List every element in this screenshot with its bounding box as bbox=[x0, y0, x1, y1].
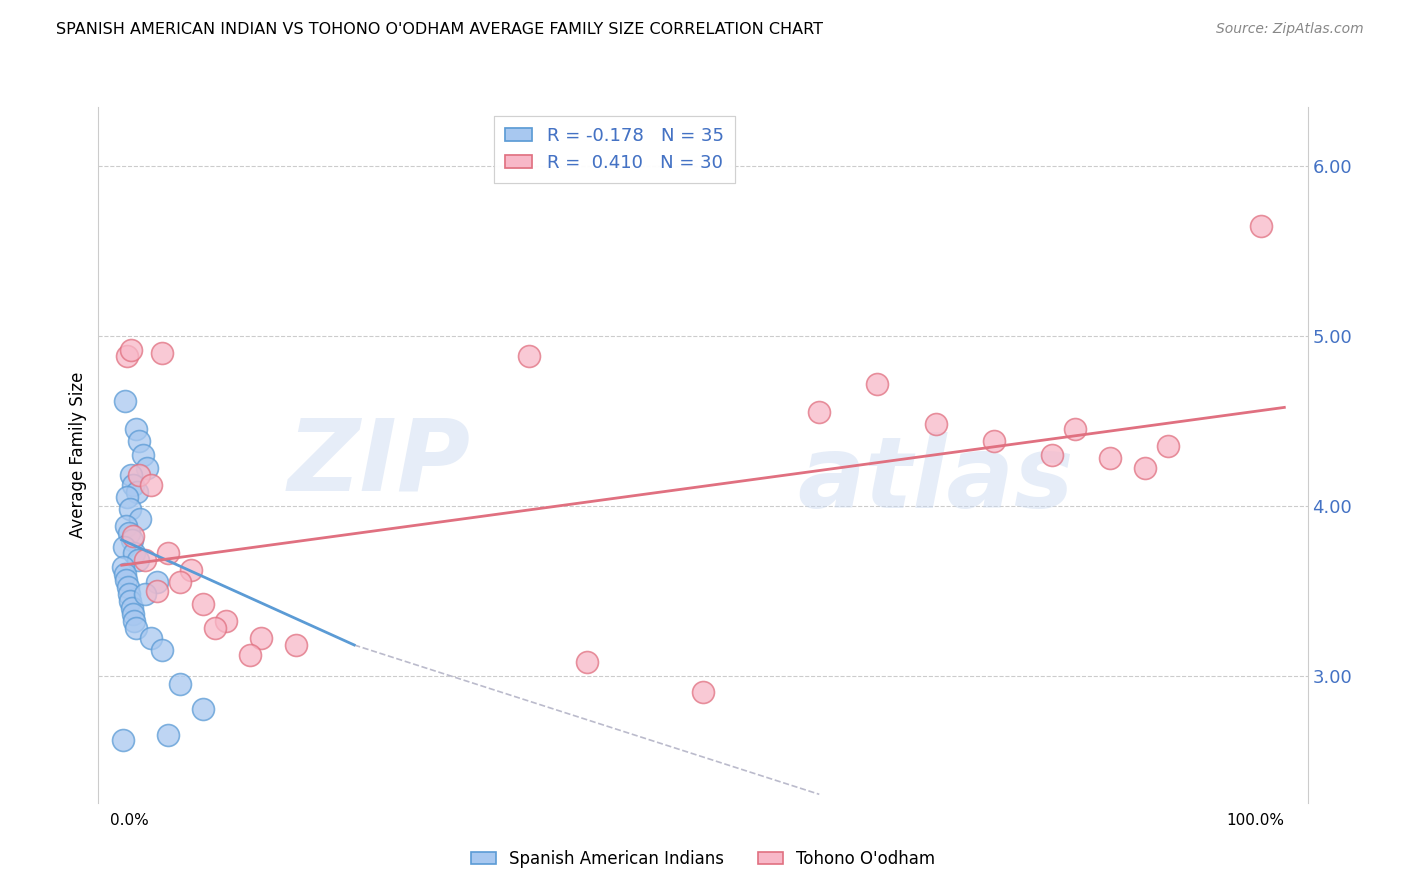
Point bbox=[191, 597, 214, 611]
Point bbox=[111, 733, 134, 747]
Point bbox=[127, 553, 149, 567]
Legend: R = -0.178   N = 35, R =  0.410   N = 30: R = -0.178 N = 35, R = 0.410 N = 30 bbox=[495, 116, 734, 183]
Point bbox=[118, 587, 141, 601]
Point bbox=[134, 587, 156, 601]
Text: atlas: atlas bbox=[797, 432, 1074, 529]
Point bbox=[120, 468, 142, 483]
Point bbox=[1250, 219, 1272, 233]
Point bbox=[114, 574, 136, 588]
Point bbox=[122, 614, 145, 628]
Text: ZIP: ZIP bbox=[287, 415, 471, 512]
Point bbox=[1133, 461, 1156, 475]
Point bbox=[169, 575, 191, 590]
Point bbox=[517, 350, 540, 364]
Point bbox=[239, 648, 262, 662]
Point bbox=[122, 478, 145, 492]
Point bbox=[117, 350, 139, 364]
Point bbox=[139, 478, 162, 492]
Point bbox=[1157, 439, 1180, 453]
Point bbox=[204, 621, 226, 635]
Point bbox=[145, 583, 167, 598]
Point bbox=[125, 621, 148, 635]
Point bbox=[125, 485, 148, 500]
Legend: Spanish American Indians, Tohono O'odham: Spanish American Indians, Tohono O'odham bbox=[464, 844, 942, 875]
Point bbox=[124, 546, 146, 560]
Point bbox=[112, 560, 135, 574]
Point bbox=[1040, 448, 1063, 462]
Point bbox=[1098, 451, 1121, 466]
Point bbox=[122, 529, 145, 543]
Point bbox=[157, 546, 180, 560]
Point bbox=[180, 563, 202, 577]
Point bbox=[112, 540, 135, 554]
Text: 0.0%: 0.0% bbox=[110, 813, 149, 828]
Point bbox=[118, 502, 141, 516]
Point bbox=[191, 702, 214, 716]
Point bbox=[136, 461, 159, 475]
Point bbox=[120, 343, 142, 357]
Point bbox=[808, 405, 831, 419]
Point bbox=[215, 614, 238, 628]
Point bbox=[114, 566, 136, 581]
Point bbox=[115, 519, 138, 533]
Text: 100.0%: 100.0% bbox=[1226, 813, 1284, 828]
Text: Source: ZipAtlas.com: Source: ZipAtlas.com bbox=[1216, 22, 1364, 37]
Point bbox=[129, 512, 152, 526]
Point bbox=[131, 448, 153, 462]
Point bbox=[114, 393, 136, 408]
Point bbox=[1064, 422, 1087, 436]
Point bbox=[117, 491, 139, 505]
Point bbox=[128, 434, 150, 449]
Point bbox=[250, 631, 273, 645]
Point bbox=[117, 580, 139, 594]
Point bbox=[692, 685, 714, 699]
Point bbox=[575, 655, 598, 669]
Point bbox=[124, 422, 146, 436]
Point bbox=[139, 631, 162, 645]
Y-axis label: Average Family Size: Average Family Size bbox=[69, 372, 87, 538]
Point bbox=[145, 575, 167, 590]
Point bbox=[121, 607, 143, 622]
Point bbox=[983, 434, 1005, 449]
Point bbox=[121, 600, 143, 615]
Point bbox=[150, 346, 173, 360]
Point bbox=[924, 417, 946, 432]
Point bbox=[150, 643, 173, 657]
Point bbox=[169, 677, 191, 691]
Point bbox=[128, 468, 150, 483]
Text: SPANISH AMERICAN INDIAN VS TOHONO O'ODHAM AVERAGE FAMILY SIZE CORRELATION CHART: SPANISH AMERICAN INDIAN VS TOHONO O'ODHA… bbox=[56, 22, 824, 37]
Point bbox=[134, 553, 156, 567]
Point bbox=[121, 533, 143, 547]
Point bbox=[285, 638, 308, 652]
Point bbox=[118, 526, 141, 541]
Point bbox=[120, 594, 142, 608]
Point bbox=[157, 728, 180, 742]
Point bbox=[866, 376, 889, 391]
